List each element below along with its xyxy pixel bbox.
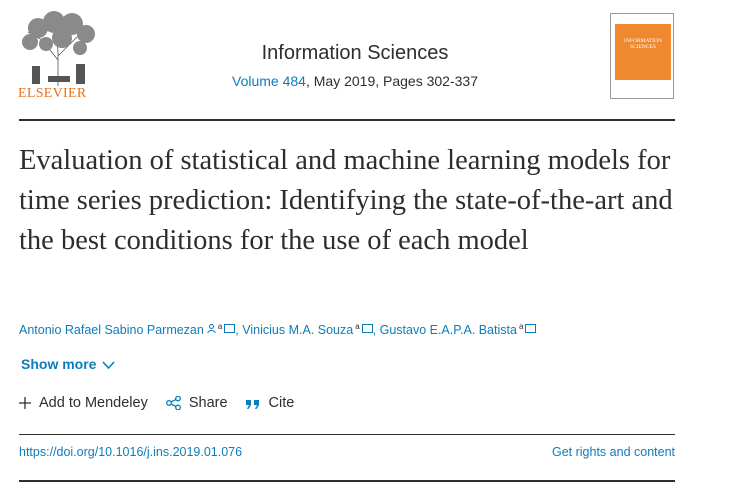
share-label: Share [188,395,228,411]
author-link[interactable]: Vinicius M.A. Souza [242,323,354,338]
person-icon [206,324,216,334]
show-more-label: Show more [21,356,97,372]
elsevier-tree-icon [18,10,100,88]
add-to-mendeley-button[interactable]: Add to Mendeley [19,395,148,411]
author-link[interactable]: Antonio Rafael Sabino Parmezan [19,323,204,338]
quote-icon [245,400,259,409]
article-actions: Add to Mendeley Share Cite [19,395,312,411]
cite-label: Cite [268,395,295,411]
affiliation-marker: a [518,322,524,331]
author-separator: , [372,323,380,338]
doi-link[interactable]: https://doi.org/10.1016/j.ins.2019.01.07… [19,445,243,459]
get-rights-link[interactable]: Get rights and content [552,445,675,459]
add-to-mendeley-label: Add to Mendeley [39,395,148,411]
top-divider [19,119,675,121]
volume-link[interactable]: Volume 484 [232,73,306,89]
email-icon[interactable] [224,324,236,334]
article-title: Evaluation of statistical and machine le… [19,145,673,256]
elsevier-logo[interactable] [18,10,100,102]
show-more-button[interactable]: Show more [21,356,116,372]
elsevier-wordmark[interactable]: ELSEVIER [18,86,87,101]
affiliation-marker: a [217,322,223,331]
journal-issue-info: Volume 484, May 2019, Pages 302-337 [0,73,710,89]
email-icon[interactable] [525,324,537,334]
affiliation-marker: a [355,322,360,331]
author-link[interactable]: Gustavo E.A.P.A. Batista [379,323,517,338]
author-list: Antonio Rafael Sabino Parmezan a, Viniciu… [19,322,537,338]
email-icon[interactable] [361,324,373,334]
bottom-divider [19,480,675,482]
chevron-down-icon [102,361,116,370]
cover-title: INFORMATION SCIENCES [624,38,662,50]
plus-icon [19,397,31,409]
share-button[interactable]: Share [165,395,228,411]
share-icon [165,396,181,410]
cover-orange-panel [615,24,671,80]
middle-divider [19,434,675,435]
cite-button[interactable]: Cite [245,395,295,411]
author-separator: , [235,323,243,338]
journal-cover-thumbnail[interactable]: INFORMATION SCIENCES [610,13,674,99]
issue-details: , May 2019, Pages 302-337 [305,73,478,89]
journal-title[interactable]: Information Sciences [261,42,449,64]
